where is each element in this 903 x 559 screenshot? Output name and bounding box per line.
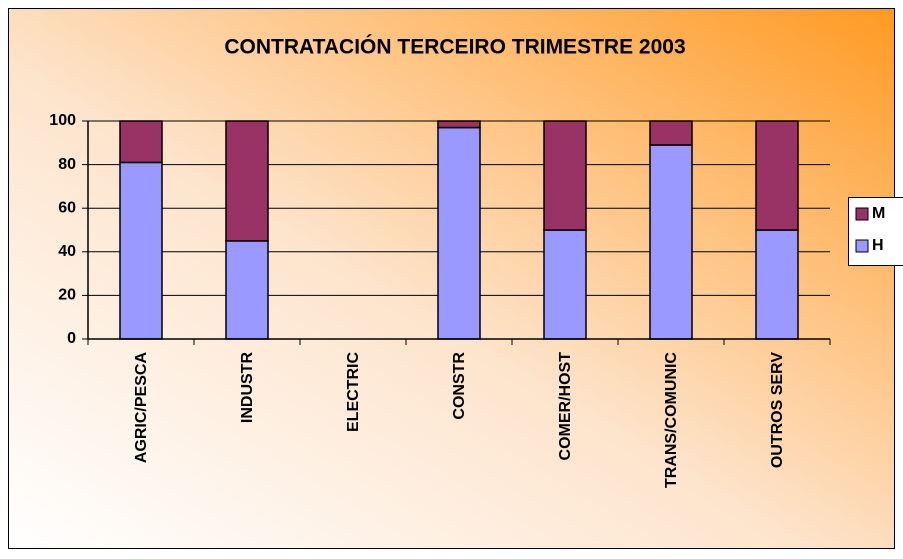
y-tick-label: 100	[49, 112, 76, 129]
bar-segment	[120, 162, 162, 339]
bar-segment	[120, 121, 162, 162]
legend-label: H	[872, 237, 884, 254]
legend-swatch	[856, 208, 868, 220]
x-tick-label: OUTROS SERV	[769, 352, 786, 469]
bar-segment	[650, 121, 692, 145]
x-tick-label: INDUSTR	[239, 352, 256, 424]
bar-segment	[544, 121, 586, 230]
bar-segment	[650, 145, 692, 339]
x-tick-label: COMER/HOST	[557, 352, 574, 461]
y-tick-label: 60	[58, 199, 76, 216]
bar-segment	[544, 230, 586, 339]
x-tick-label: CONSTR	[451, 352, 468, 420]
bar-segment	[226, 121, 268, 241]
x-tick-label: ELECTRIC	[345, 352, 362, 432]
bar-segment	[438, 121, 480, 128]
bar-segment	[756, 121, 798, 230]
x-tick-label: TRANS/COMUNIC	[663, 352, 680, 488]
bar-segment	[438, 128, 480, 339]
y-tick-label: 40	[58, 243, 76, 260]
y-tick-label: 0	[67, 330, 76, 347]
bar-segment	[226, 241, 268, 339]
y-tick-label: 20	[58, 287, 76, 304]
x-tick-label: AGRIC/PESCA	[133, 352, 150, 464]
bar-segment	[756, 230, 798, 339]
chart-title: CONTRATACIÓN TERCEIRO TRIMESTRE 2003	[224, 35, 685, 59]
legend-swatch	[856, 240, 868, 252]
y-tick-label: 80	[58, 156, 76, 173]
legend-label: M	[872, 205, 885, 222]
